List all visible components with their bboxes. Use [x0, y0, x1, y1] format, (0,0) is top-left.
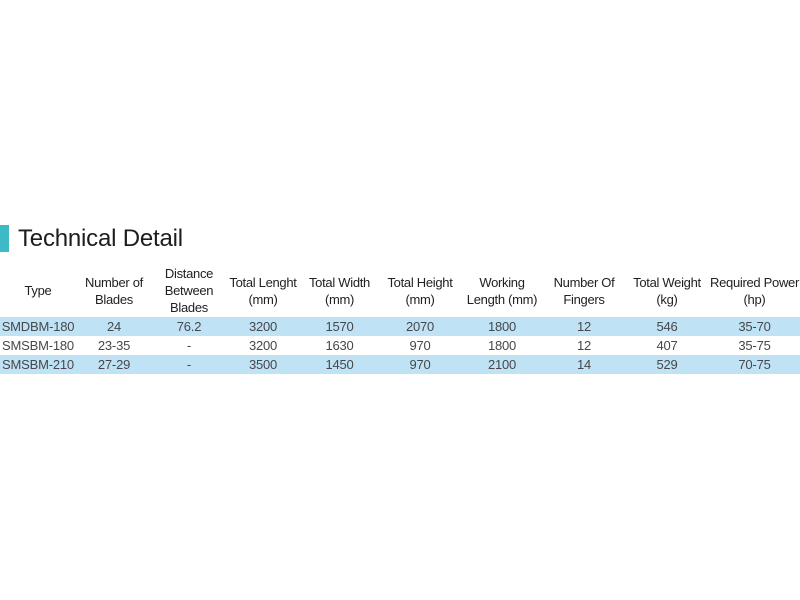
cell-total-weight: 529 — [625, 355, 709, 374]
cell-total-height: 970 — [409, 338, 431, 353]
cell-number-of-blades: 24 — [76, 317, 152, 336]
table-row-smsbm-210: SMSBM-210 27-29 - 3500 1450 970 2100 14 … — [0, 355, 800, 374]
column-header-required-power: Required Power (hp) — [710, 274, 800, 307]
column-header-total-width: Total Width (mm) — [308, 274, 370, 307]
cell-total-width: 1570 — [300, 317, 379, 336]
table-row-smdbm-180: SMDBM-180 24 76.2 3200 1570 2070 1800 12… — [0, 317, 800, 336]
table-header-row: Type Number of Blades Distance Between B… — [0, 264, 800, 317]
column-header-working-length: Working Length (mm) — [466, 274, 538, 307]
column-header-number-of-fingers: Number Of Fingers — [553, 274, 615, 307]
cell-number-of-fingers: 14 — [543, 355, 625, 374]
cell-distance-between-blades: - — [152, 355, 226, 374]
cell-number-of-blades: 27-29 — [76, 355, 152, 374]
cell-type: SMDBM-180 — [0, 317, 76, 336]
cell-required-power: 70-75 — [709, 355, 800, 374]
cell-working-length: 2100 — [461, 355, 543, 374]
cell-type: SMSBM-210 — [0, 355, 76, 374]
column-header-total-weight: Total Weight (kg) — [633, 274, 701, 307]
cell-distance-between-blades: 76.2 — [152, 317, 226, 336]
column-header-total-length: Total Lenght (mm) — [229, 274, 297, 307]
table-row-smsbm-180: SMSBM-180 23-35 - 3200 1630 970 1800 12 … — [0, 336, 800, 355]
cell-total-length: 3200 — [226, 317, 300, 336]
cell-number-of-blades: 23-35 — [97, 338, 131, 353]
cell-number-of-fingers: 12 — [543, 317, 625, 336]
cell-type: SMSBM-180 — [2, 338, 74, 353]
column-header-type: Type — [24, 283, 52, 298]
cell-total-height: 970 — [379, 355, 461, 374]
cell-distance-between-blades: - — [186, 338, 192, 353]
cell-total-weight: 407 — [656, 338, 678, 353]
cell-working-length: 1800 — [487, 338, 517, 353]
cell-total-weight: 546 — [625, 317, 709, 336]
column-header-number-of-blades: Number of Blades — [85, 274, 143, 307]
column-header-total-height: Total Height (mm) — [387, 274, 453, 307]
cell-number-of-fingers: 12 — [576, 338, 592, 353]
page-title: Technical Detail — [18, 225, 183, 252]
cell-total-width: 1450 — [300, 355, 379, 374]
column-header-distance-between-blades: Distance Between Blades — [164, 266, 214, 315]
cell-required-power: 35-75 — [738, 338, 771, 353]
cell-total-length: 3200 — [248, 338, 278, 353]
technical-detail-table: Type Number of Blades Distance Between B… — [0, 264, 800, 374]
cell-total-height: 2070 — [379, 317, 461, 336]
accent-bar-icon — [0, 225, 9, 252]
cell-total-width: 1630 — [325, 338, 354, 353]
cell-total-length: 3500 — [226, 355, 300, 374]
cell-working-length: 1800 — [461, 317, 543, 336]
section-heading: Technical Detail — [0, 225, 183, 252]
cell-required-power: 35-70 — [709, 317, 800, 336]
